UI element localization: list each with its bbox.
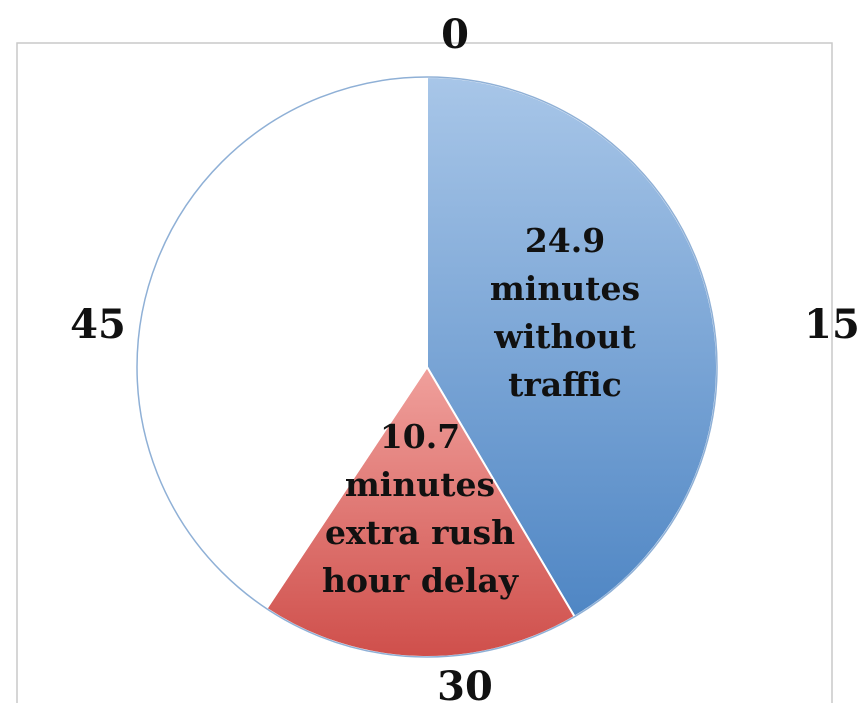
clock-label-0: 0 (441, 11, 469, 58)
clock-label-15: 15 (804, 301, 860, 348)
pie-outline (136, 76, 718, 658)
clock-tick-labels: 0 15 30 45 (70, 11, 860, 705)
slice-label-1: 10.7 minutes extra rush hour delay (322, 417, 519, 600)
pie-slices (136, 75, 718, 659)
slice-label-line: minutes (490, 269, 640, 308)
slice-label-line: minutes (345, 465, 495, 504)
slice-label-line: 10.7 (380, 417, 460, 456)
slice-label-line: 24.9 (525, 221, 605, 260)
pie-slice-labels: 24.9 minutes without traffic 10.7 minutes extr… (322, 221, 640, 600)
clock-label-30: 30 (437, 663, 493, 705)
slice-label-line: hour delay (322, 561, 519, 600)
slice-label-line: traffic (508, 365, 622, 404)
clock-label-45: 45 (70, 301, 126, 348)
slice-label-line: extra rush (325, 513, 515, 552)
plot-area-frame (16, 42, 833, 703)
slice-label-line: without (493, 317, 636, 356)
slice-label-0: 24.9 minutes without traffic (490, 221, 640, 404)
